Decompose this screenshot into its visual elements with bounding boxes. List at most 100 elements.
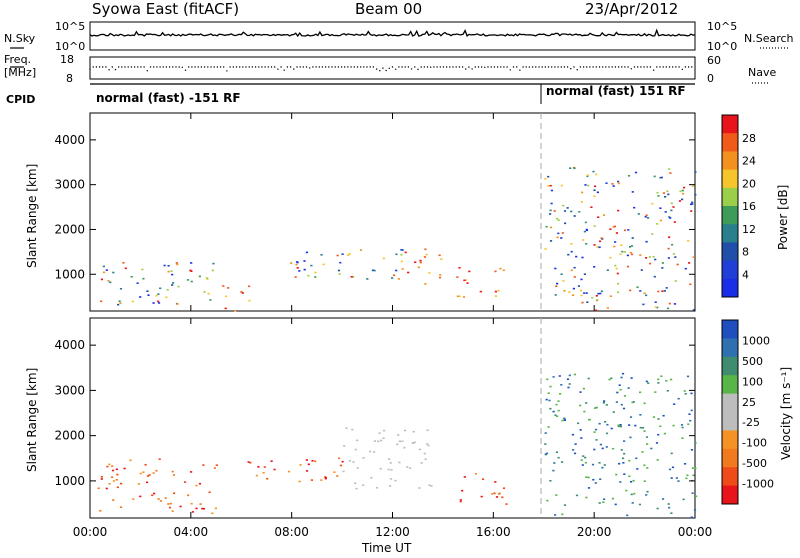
echo-cell xyxy=(652,416,655,418)
freq-dot xyxy=(687,66,690,68)
echo-cell xyxy=(170,270,173,272)
echo-cell xyxy=(266,477,269,480)
freq-dot xyxy=(573,66,575,68)
power-colorbar-label: Power [dB] xyxy=(776,185,790,250)
freq-dot xyxy=(274,66,276,68)
echo-cell xyxy=(190,262,193,264)
echo-cell xyxy=(119,288,123,290)
echo-cell xyxy=(595,295,598,297)
echo-cell xyxy=(123,467,126,470)
echo-cell xyxy=(356,467,359,469)
echo-cell xyxy=(686,474,689,477)
echo-cell xyxy=(201,507,204,510)
echo-cell xyxy=(620,244,623,246)
echo-cell xyxy=(247,461,250,463)
echo-cell xyxy=(171,470,174,473)
echo-cell xyxy=(695,495,698,498)
echo-cell xyxy=(598,422,601,425)
echo-cell xyxy=(336,475,339,477)
echo-cell xyxy=(480,495,483,498)
echo-cell xyxy=(657,382,660,384)
freq-dot xyxy=(452,66,454,68)
echo-cell xyxy=(505,503,508,505)
ytick-label: 1000 xyxy=(54,474,85,488)
echo-cell xyxy=(595,406,598,409)
freq-dot xyxy=(592,66,594,68)
echo-cell xyxy=(426,429,429,432)
freq-dot xyxy=(656,66,658,68)
echo-cell xyxy=(599,240,602,243)
freq-dot xyxy=(675,66,677,68)
echo-cell xyxy=(401,249,404,251)
freq-dot xyxy=(503,66,505,68)
echo-cell xyxy=(142,277,145,280)
echo-cell xyxy=(224,295,228,298)
freq-dot xyxy=(528,66,531,68)
echo-cell xyxy=(468,270,471,273)
echo-cell xyxy=(652,255,655,258)
echo-cell xyxy=(310,264,313,267)
echo-cell xyxy=(645,214,648,217)
freq-dot xyxy=(181,66,183,69)
echo-cell xyxy=(191,511,194,513)
echo-cell xyxy=(600,290,603,293)
echo-cell xyxy=(341,253,344,255)
echo-cell xyxy=(430,485,433,487)
echo-cell xyxy=(109,281,112,284)
colorbar-tick-label: -100 xyxy=(742,437,767,450)
echo-cell xyxy=(688,262,691,264)
freq-dot xyxy=(165,66,168,68)
echo-cell xyxy=(273,468,276,471)
echo-cell xyxy=(545,398,548,401)
colorbar-swatch xyxy=(722,320,738,339)
echo-cell xyxy=(373,451,376,453)
echo-cell xyxy=(167,503,170,505)
freq-dot xyxy=(646,66,648,68)
echo-cell xyxy=(166,289,169,291)
echo-cell xyxy=(623,440,626,442)
echo-cell xyxy=(628,475,631,478)
echo-cell xyxy=(147,294,150,296)
freq-dot xyxy=(143,66,145,68)
echo-cell xyxy=(654,301,657,303)
freq-dot xyxy=(551,66,553,68)
echo-cell xyxy=(546,499,549,502)
power-ylabel: Slant Range [km] xyxy=(25,164,39,268)
echo-cell xyxy=(99,510,102,512)
echo-cell xyxy=(583,230,586,233)
freq-dot xyxy=(232,66,234,68)
xtick-label: 20:00 xyxy=(577,525,612,539)
echo-cell xyxy=(100,476,103,478)
nsky-line xyxy=(89,28,696,38)
echo-cell xyxy=(572,287,575,290)
echo-cell xyxy=(413,441,416,444)
freq-dot xyxy=(286,66,289,68)
echo-cell xyxy=(694,171,697,173)
echo-cell xyxy=(136,282,139,284)
echo-cell xyxy=(656,191,659,194)
ytick-label: 2000 xyxy=(54,222,85,236)
freq-dot xyxy=(589,66,591,68)
echo-cell xyxy=(383,429,386,432)
freq-dot xyxy=(426,66,429,68)
freq-dot xyxy=(372,66,375,68)
nsky-panel xyxy=(89,21,696,51)
echo-cell xyxy=(307,274,310,277)
echo-cell xyxy=(661,262,664,264)
echo-cell xyxy=(631,401,634,404)
echo-cell xyxy=(320,479,323,481)
echo-cell xyxy=(388,458,391,460)
colorbar-tick-label: 8 xyxy=(742,246,749,259)
echo-cell xyxy=(186,279,190,281)
echo-cell xyxy=(498,492,501,495)
freq-label-2: [MHz] xyxy=(4,66,36,79)
echo-cell xyxy=(439,274,442,276)
echo-cell xyxy=(403,446,406,449)
echo-cell xyxy=(630,245,634,247)
colorbar-frame xyxy=(721,114,739,298)
freq-dot xyxy=(223,66,225,68)
freq-dot xyxy=(445,66,448,68)
freq-dot xyxy=(624,66,626,68)
freq-dot xyxy=(430,66,432,68)
echo-cell xyxy=(294,276,297,278)
